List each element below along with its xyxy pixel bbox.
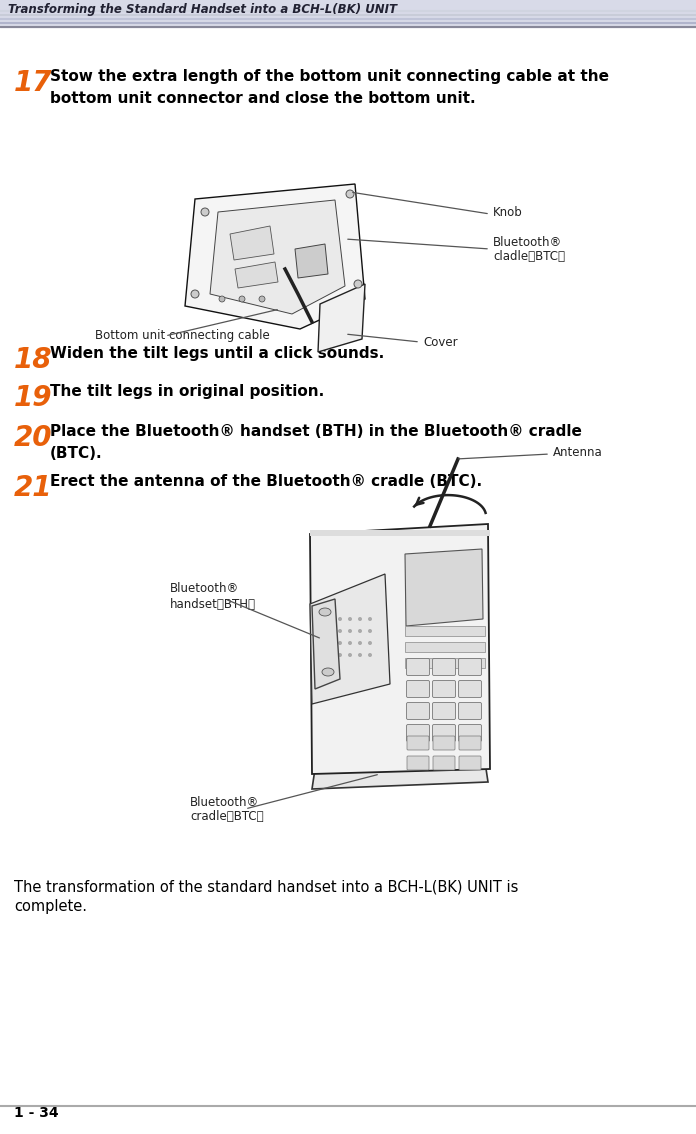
Polygon shape: [318, 284, 365, 352]
Circle shape: [348, 653, 352, 657]
Circle shape: [328, 629, 332, 633]
FancyBboxPatch shape: [406, 702, 429, 719]
Bar: [0, 0, 696, 27]
Circle shape: [338, 641, 342, 645]
Text: Erect the antenna of the Bluetooth® cradle (BTC).: Erect the antenna of the Bluetooth® crad…: [50, 474, 482, 489]
Circle shape: [318, 641, 322, 645]
Circle shape: [368, 617, 372, 621]
Circle shape: [358, 629, 362, 633]
Circle shape: [348, 641, 352, 645]
Bar: [405, 642, 485, 652]
Circle shape: [358, 617, 362, 621]
Text: Place the Bluetooth® handset (BTH) in the Bluetooth® cradle: Place the Bluetooth® handset (BTH) in th…: [50, 424, 582, 439]
Circle shape: [358, 641, 362, 645]
Polygon shape: [295, 244, 328, 278]
Circle shape: [328, 653, 332, 657]
Polygon shape: [312, 599, 340, 689]
Bar: [405, 626, 485, 636]
FancyBboxPatch shape: [432, 725, 455, 742]
Circle shape: [346, 191, 354, 198]
Polygon shape: [235, 262, 278, 288]
Polygon shape: [310, 524, 490, 775]
Text: Antenna: Antenna: [553, 446, 603, 458]
FancyBboxPatch shape: [433, 756, 455, 770]
Text: The transformation of the standard handset into a BCH-L(BK) UNIT is: The transformation of the standard hands…: [14, 879, 519, 894]
Circle shape: [219, 296, 225, 302]
FancyBboxPatch shape: [459, 680, 482, 697]
Text: The tilt legs in original position.: The tilt legs in original position.: [50, 384, 324, 399]
Text: Bluetooth®: Bluetooth®: [493, 236, 562, 248]
FancyBboxPatch shape: [406, 659, 429, 676]
Text: Transforming the Standard Handset into a BCH-L(BK) UNIT: Transforming the Standard Handset into a…: [8, 2, 397, 16]
FancyBboxPatch shape: [433, 736, 455, 750]
Text: 21: 21: [14, 474, 52, 502]
Circle shape: [338, 617, 342, 621]
Text: 18: 18: [14, 346, 52, 374]
Circle shape: [318, 617, 322, 621]
Text: 20: 20: [14, 424, 52, 452]
FancyBboxPatch shape: [407, 756, 429, 770]
Circle shape: [328, 641, 332, 645]
FancyBboxPatch shape: [459, 736, 481, 750]
FancyBboxPatch shape: [432, 659, 455, 676]
Text: complete.: complete.: [14, 899, 87, 914]
Circle shape: [328, 617, 332, 621]
Polygon shape: [210, 200, 345, 314]
Text: Stow the extra length of the bottom unit connecting cable at the: Stow the extra length of the bottom unit…: [50, 69, 609, 84]
Bar: [310, 530, 490, 536]
Polygon shape: [405, 549, 483, 626]
FancyBboxPatch shape: [406, 725, 429, 742]
Circle shape: [318, 653, 322, 657]
Text: Widen the tilt legs until a click sounds.: Widen the tilt legs until a click sounds…: [50, 346, 384, 361]
FancyBboxPatch shape: [459, 756, 481, 770]
FancyBboxPatch shape: [407, 736, 429, 750]
Text: 1 - 34: 1 - 34: [14, 1106, 58, 1120]
Circle shape: [239, 296, 245, 302]
Circle shape: [338, 653, 342, 657]
FancyBboxPatch shape: [459, 702, 482, 719]
FancyBboxPatch shape: [432, 702, 455, 719]
Bar: [405, 658, 485, 668]
Text: (BTC).: (BTC).: [50, 446, 102, 462]
Text: Bluetooth®: Bluetooth®: [190, 795, 259, 809]
Text: Knob: Knob: [493, 205, 523, 219]
FancyBboxPatch shape: [432, 680, 455, 697]
Circle shape: [358, 653, 362, 657]
Circle shape: [318, 629, 322, 633]
Polygon shape: [312, 762, 488, 789]
FancyBboxPatch shape: [406, 680, 429, 697]
Circle shape: [368, 653, 372, 657]
Text: handset（BTH）: handset（BTH）: [170, 598, 256, 610]
Ellipse shape: [319, 608, 331, 616]
FancyBboxPatch shape: [459, 659, 482, 676]
Text: cradle（BTC）: cradle（BTC）: [190, 811, 264, 823]
Circle shape: [354, 280, 362, 288]
Text: bottom unit connector and close the bottom unit.: bottom unit connector and close the bott…: [50, 91, 475, 105]
Circle shape: [368, 641, 372, 645]
Ellipse shape: [322, 668, 334, 676]
Polygon shape: [185, 184, 365, 329]
Text: 19: 19: [14, 384, 52, 412]
Text: Cover: Cover: [423, 336, 458, 348]
Text: 17: 17: [14, 69, 52, 98]
Text: cladle（BTC）: cladle（BTC）: [493, 249, 565, 262]
Circle shape: [338, 629, 342, 633]
Circle shape: [191, 290, 199, 298]
Text: Bluetooth®: Bluetooth®: [170, 583, 239, 595]
Polygon shape: [310, 574, 390, 704]
FancyBboxPatch shape: [459, 725, 482, 742]
Circle shape: [348, 629, 352, 633]
Circle shape: [348, 617, 352, 621]
Circle shape: [368, 629, 372, 633]
Polygon shape: [230, 226, 274, 260]
Circle shape: [201, 208, 209, 215]
Circle shape: [259, 296, 265, 302]
Text: Bottom unit connecting cable: Bottom unit connecting cable: [95, 330, 270, 342]
